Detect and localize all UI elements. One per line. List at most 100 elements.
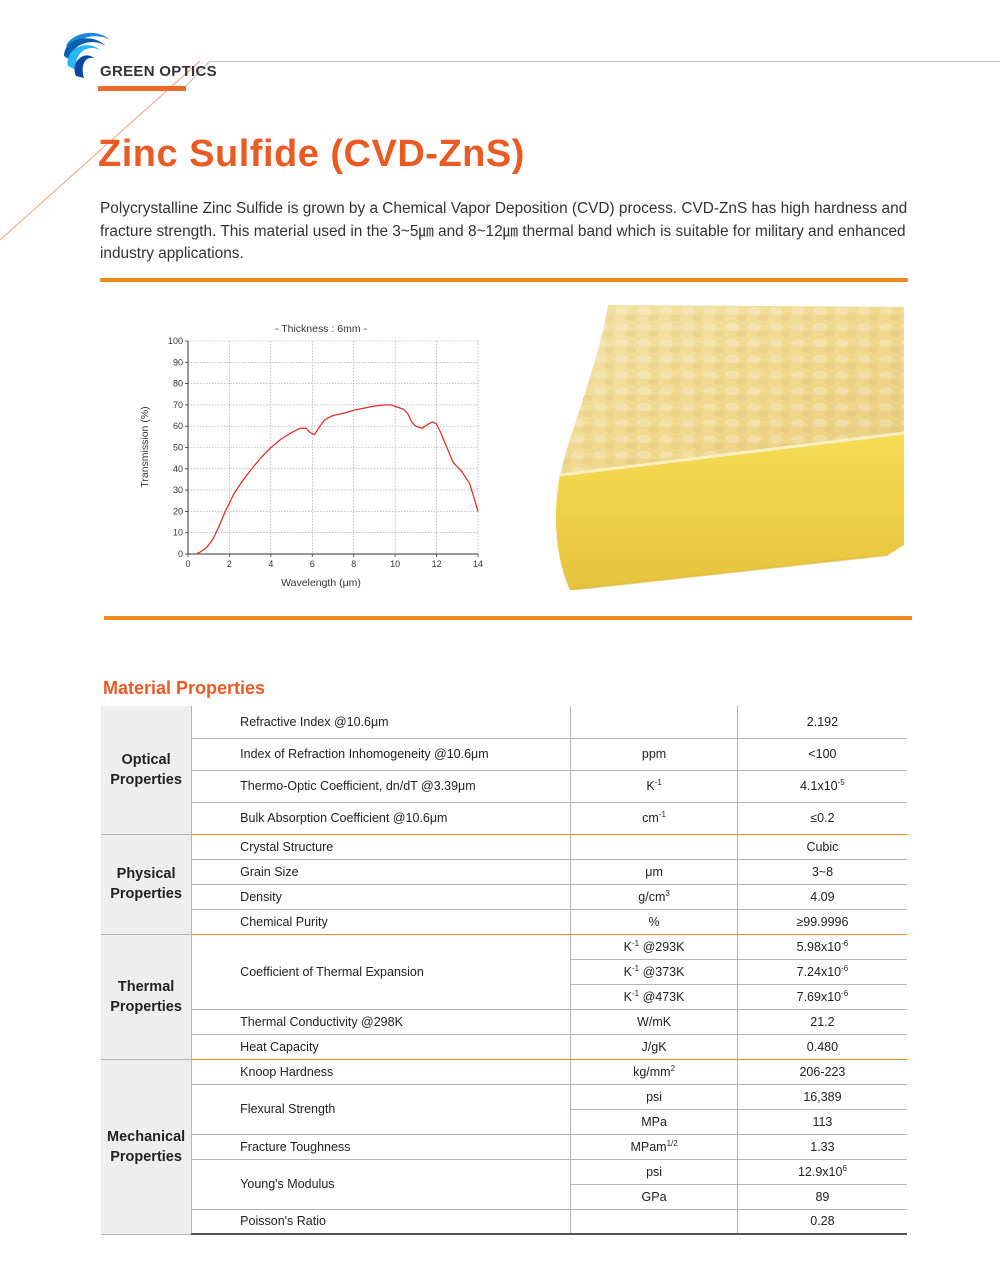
property-name: Refractive Index @10.6μm: [191, 706, 572, 739]
y-tick-label: 20: [173, 506, 183, 516]
table-row: Thermal Properties Coefficient of Thermal…: [101, 934, 907, 1060]
property-name: Young's Modulus: [191, 1159, 572, 1210]
table-row: K-1 @373K 7.24x10-6: [101, 959, 907, 985]
property-name: Density: [191, 884, 572, 910]
property-name: Index of Refraction Inhomogeneity @10.6μ…: [191, 738, 572, 771]
x-tick-label: 8: [351, 559, 356, 569]
property-name: Crystal Structure: [191, 834, 572, 860]
property-unit: g/cm3: [570, 884, 738, 910]
x-tick-label: 6: [310, 559, 315, 569]
property-value: 3~8: [737, 859, 907, 885]
group-label: Mechanical Properties: [101, 1059, 193, 1235]
y-tick-label: 70: [173, 400, 183, 410]
property-value: Cubic: [737, 834, 907, 860]
x-tick-label: 14: [473, 559, 483, 569]
group-label: Thermal Properties: [101, 934, 193, 1060]
property-name: Thermal Conductivity @298K: [191, 1009, 572, 1035]
material-properties-table: Optical Properties Refractive Index @10.6…: [101, 706, 907, 1235]
table-row: K-1 @473K 7.69x10-6: [101, 984, 907, 1010]
table-row: Heat Capacity J/gK 0.480: [101, 1034, 907, 1060]
y-tick-label: 0: [178, 549, 183, 559]
table-row: Thermal Conductivity @298K W/mK 21.2: [101, 1009, 907, 1035]
property-value: 12.9x106: [737, 1159, 907, 1185]
table-row: Flexural Strength psi 16,389: [101, 1084, 907, 1135]
x-tick-label: 10: [390, 559, 400, 569]
properties-title: Material Properties: [103, 678, 266, 698]
table-row: Mechanical Properties Knoop Hardness kg/mm…: [101, 1059, 907, 1235]
transmission-curve: [196, 404, 479, 555]
y-axis-label: Transmission (%): [139, 406, 151, 487]
property-value: 0.480: [737, 1034, 907, 1060]
property-value: 5.98x10-6: [737, 934, 907, 960]
property-unit: [570, 1209, 738, 1235]
property-value: 1.33: [737, 1134, 907, 1160]
property-unit: kg/mm2: [570, 1059, 738, 1085]
property-name: Grain Size: [191, 859, 572, 885]
y-tick-label: 50: [173, 443, 183, 453]
x-tick-label: 12: [432, 559, 442, 569]
property-unit: μm: [570, 859, 738, 885]
table-row: Fracture Toughness MPam1/2 1.33: [101, 1134, 907, 1160]
property-unit: K-1 @473K: [570, 984, 738, 1010]
table-row: Physical Properties Crystal Structure Cubi…: [101, 834, 907, 935]
table-row: Thermo-Optic Coefficient, dn/dT @3.39μm K…: [101, 770, 907, 803]
chart-grid: [188, 340, 479, 554]
y-tick-label: 30: [173, 485, 183, 495]
green-optics-logo-icon: [64, 32, 110, 78]
x-tick-label: 0: [185, 559, 190, 569]
property-name: Bulk Absorption Coefficient @10.6μm: [191, 802, 572, 835]
table-row: Grain Size μm 3~8: [101, 859, 907, 885]
property-value: 113: [737, 1109, 907, 1135]
y-tick-label: 40: [173, 464, 183, 474]
table-row: Chemical Purity% ≥99.9996: [101, 909, 907, 935]
property-unit: MPam1/2: [570, 1134, 738, 1160]
table-row: Optical Properties Refractive Index @10.6…: [101, 706, 907, 835]
x-tick-labels: 0 2 4 6 8 10 12 14: [185, 559, 483, 569]
chart-series: [196, 404, 479, 555]
header-line: [210, 61, 1000, 62]
property-name: Chemical Purity: [191, 909, 572, 935]
property-name: Poisson's Ratio: [191, 1209, 572, 1235]
property-unit: J/gK: [570, 1034, 738, 1060]
property-name: Coefficient of Thermal Expansion: [191, 934, 572, 1010]
y-tick-labels: 0 10 20 30 40 50 60 70 80 90 100: [168, 336, 183, 559]
brand-name: GREEN OPTICS: [100, 63, 217, 80]
x-tick-label: 4: [268, 559, 273, 569]
table-row: GPa 89: [101, 1184, 907, 1210]
section-divider: [104, 616, 912, 620]
table-row: Density g/cm3 4.09: [101, 884, 907, 910]
property-name: Knoop Hardness: [191, 1059, 572, 1085]
property-value: 89: [737, 1184, 907, 1210]
chart-title: - Thickness : 6mm -: [275, 323, 367, 335]
x-axis-label: Wavelength (μm): [281, 577, 361, 589]
group-label: Physical Properties: [101, 834, 193, 935]
property-unit: K-1 @293K: [570, 934, 738, 960]
y-tick-label: 80: [173, 379, 183, 389]
property-value: <100: [737, 738, 907, 771]
property-value: 0.28: [737, 1209, 907, 1235]
property-value: ≤0.2: [737, 802, 907, 835]
transmission-chart: 0 2 4 6 8 10 12 14 0 10 20 30 40 50 60 70 80 90 100 - Thi…: [139, 323, 483, 589]
property-unit: cm-1: [570, 802, 738, 835]
x-tick-label: 2: [227, 559, 232, 569]
property-value: 7.69x10-6: [737, 984, 907, 1010]
property-value: 7.24x10-6: [737, 959, 907, 985]
property-unit: ppm: [570, 738, 738, 771]
group-label: Optical Properties: [101, 706, 193, 835]
property-value: 4.09: [737, 884, 907, 910]
y-tick-label: 10: [173, 528, 183, 538]
property-unit: psi: [570, 1084, 738, 1110]
table-row: Index of Refraction Inhomogeneity @10.6μ…: [101, 738, 907, 771]
property-unit: %: [570, 909, 738, 935]
zns-material-photo: [555, 305, 905, 590]
property-value: 4.1x10-5: [737, 770, 907, 803]
property-name: Flexural Strength: [191, 1084, 572, 1135]
table-row: Poisson's Ratio 0.28: [101, 1209, 907, 1235]
page-title: Zinc Sulfide (CVD-ZnS): [98, 133, 525, 175]
y-tick-label: 100: [168, 336, 183, 346]
property-unit: MPa: [570, 1109, 738, 1135]
property-value: 2.192: [737, 706, 907, 739]
property-name: Fracture Toughness: [191, 1134, 572, 1160]
property-name: Heat Capacity: [191, 1034, 572, 1060]
table-row: MPa 113: [101, 1109, 907, 1135]
